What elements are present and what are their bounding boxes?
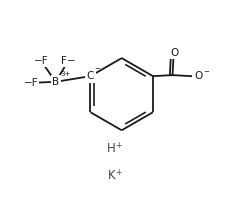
Text: −F: −F <box>24 78 38 88</box>
Text: +: + <box>115 141 121 150</box>
Text: −: − <box>203 69 209 75</box>
Text: −F: −F <box>34 56 49 66</box>
Text: O: O <box>194 71 202 81</box>
Text: H: H <box>107 142 116 155</box>
Text: −: − <box>94 66 100 73</box>
Text: 3+: 3+ <box>60 71 71 77</box>
Text: O: O <box>170 48 179 58</box>
Text: C: C <box>87 71 94 81</box>
Text: K: K <box>108 169 115 182</box>
Text: +: + <box>115 168 121 177</box>
Text: B: B <box>52 77 59 87</box>
Text: F−: F− <box>61 56 75 66</box>
